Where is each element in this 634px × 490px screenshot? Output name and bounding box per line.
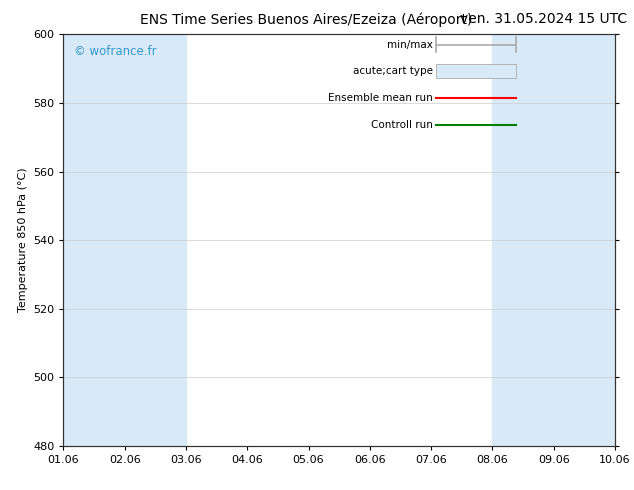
Bar (493, 34, 615, 446)
Text: ven. 31.05.2024 15 UTC: ven. 31.05.2024 15 UTC (460, 12, 627, 26)
Text: min/max: min/max (387, 40, 433, 49)
Y-axis label: Temperature 850 hPa (°C): Temperature 850 hPa (°C) (18, 168, 27, 313)
Text: ENS Time Series Buenos Aires/Ezeiza (Aéroport): ENS Time Series Buenos Aires/Ezeiza (Aér… (140, 12, 472, 27)
Text: acute;cart type: acute;cart type (353, 66, 433, 76)
Bar (63, 34, 186, 446)
Text: © wofrance.fr: © wofrance.fr (74, 45, 157, 58)
Text: Controll run: Controll run (371, 120, 433, 130)
Text: Ensemble mean run: Ensemble mean run (328, 93, 433, 103)
